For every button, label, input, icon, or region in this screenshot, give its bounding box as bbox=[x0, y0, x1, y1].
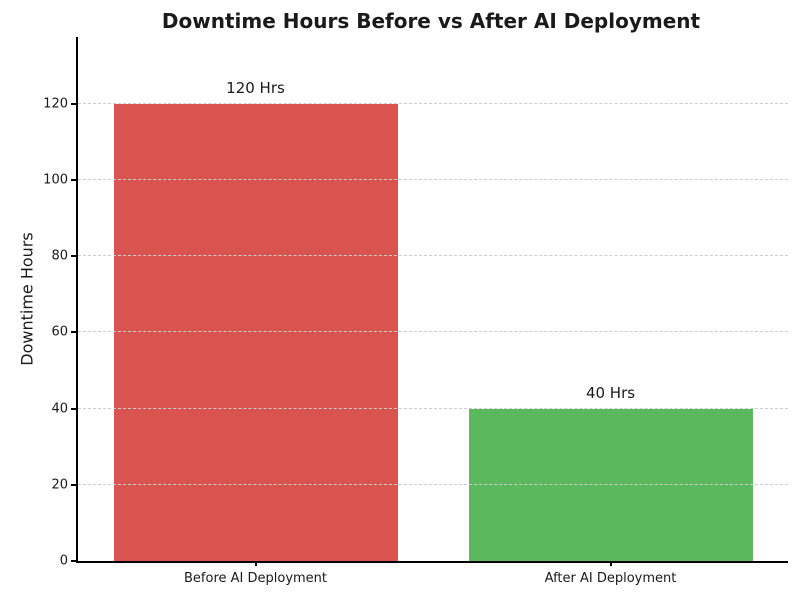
x-tick-label-before: Before AI Deployment bbox=[183, 571, 328, 586]
y-tick-mark bbox=[71, 407, 76, 410]
y-tick-label-100: 100 bbox=[43, 172, 68, 188]
y-tick-label-40: 40 bbox=[51, 401, 68, 417]
y-tick-mark bbox=[71, 255, 76, 258]
plot-area: 120 Hrs 40 Hrs 0 20 40 60 80 100 120 Bef… bbox=[43, 37, 788, 586]
y-tick-label-120: 120 bbox=[43, 96, 68, 112]
x-tick-mark bbox=[609, 561, 612, 566]
bar-after-ai-deployment bbox=[468, 408, 753, 561]
gridline-20 bbox=[78, 483, 788, 485]
y-tick-label-80: 80 bbox=[51, 248, 68, 264]
bar-before-ai-deployment bbox=[113, 103, 398, 561]
y-tick-mark bbox=[71, 560, 76, 562]
chart-title: Downtime Hours Before vs After AI Deploy… bbox=[161, 9, 701, 33]
y-tick-label-20: 20 bbox=[51, 477, 68, 493]
y-tick-mark bbox=[71, 102, 76, 105]
gridline-40 bbox=[78, 407, 788, 409]
gridline-60 bbox=[78, 331, 788, 333]
gridline-120 bbox=[78, 102, 788, 104]
y-tick-mark bbox=[71, 178, 76, 181]
y-tick-label-0: 0 bbox=[59, 553, 68, 569]
bar-value-label-before: 120 Hrs bbox=[226, 78, 285, 97]
x-tick-label-after: After AI Deployment bbox=[544, 571, 677, 586]
y-tick-mark bbox=[71, 331, 76, 334]
y-tick-mark bbox=[71, 483, 76, 486]
bar-value-label-after: 40 Hrs bbox=[585, 383, 636, 402]
x-tick-mark bbox=[254, 561, 257, 566]
y-axis-title: Downtime Hours bbox=[17, 232, 37, 366]
gridline-100 bbox=[78, 178, 788, 180]
gridline-80 bbox=[78, 255, 788, 257]
y-tick-label-60: 60 bbox=[51, 324, 68, 340]
